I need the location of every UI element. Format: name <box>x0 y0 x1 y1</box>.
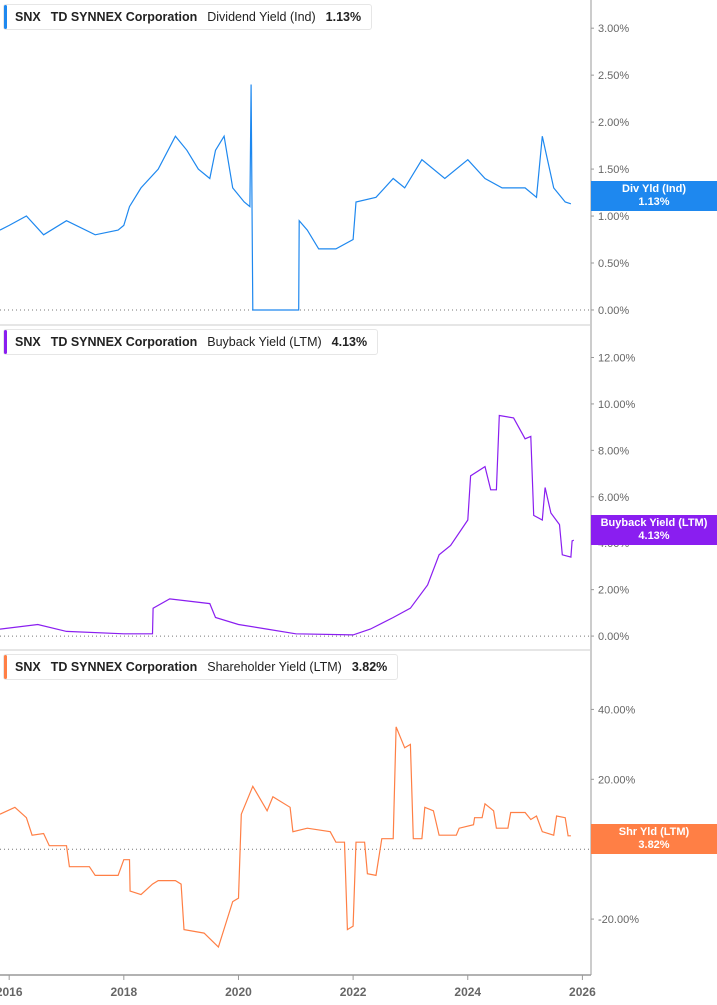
legend-shareholder: SNX TD SYNNEX Corporation Shareholder Yi… <box>3 654 399 680</box>
current-value-badge-dividend: Div Yld (Ind) 1.13% <box>591 181 717 211</box>
y-tick-label: 2.00% <box>598 585 629 597</box>
x-tick-label: 2018 <box>110 985 137 999</box>
badge-value: 3.82% <box>638 839 670 851</box>
x-tick-label: 2026 <box>569 985 596 999</box>
legend-value: 4.13% <box>331 335 368 349</box>
y-tick-label: -20.00% <box>598 914 639 926</box>
y-tick-label: 1.00% <box>598 211 629 223</box>
series-color-swatch <box>4 5 7 29</box>
current-value-badge-shareholder: Shr Yld (LTM) 3.82% <box>591 824 717 854</box>
current-value-badge-buyback: Buyback Yield (LTM) 4.13% <box>591 515 717 545</box>
legend-metric: Buyback Yield (LTM) <box>207 335 322 349</box>
legend-metric: Dividend Yield (Ind) <box>207 10 316 24</box>
y-tick-label: 1.50% <box>598 164 629 176</box>
series-color-swatch <box>4 330 7 354</box>
x-tick-label: 2022 <box>340 985 367 999</box>
legend-buyback: SNX TD SYNNEX Corporation Buyback Yield … <box>3 329 379 355</box>
badge-value: 1.13% <box>638 196 670 208</box>
legend-ticker: SNX <box>15 335 41 349</box>
badge-label: Buyback Yield (LTM) <box>600 517 708 529</box>
legend-value: 3.82% <box>351 660 388 674</box>
legend-value: 1.13% <box>325 10 362 24</box>
legend-ticker: SNX <box>15 10 41 24</box>
y-tick-label: 8.00% <box>598 445 629 457</box>
x-tick-label: 2016 <box>0 985 23 999</box>
y-tick-label: 0.00% <box>598 305 629 317</box>
y-tick-label: 0.50% <box>598 258 629 270</box>
legend-company: TD SYNNEX Corporation <box>50 335 198 349</box>
y-tick-label: 6.00% <box>598 492 629 504</box>
badge-value: 4.13% <box>638 530 670 542</box>
x-tick-label: 2024 <box>454 985 481 999</box>
series-line <box>0 414 575 636</box>
series-color-swatch <box>4 655 7 679</box>
y-tick-label: 2.50% <box>598 70 629 82</box>
legend-ticker: SNX <box>15 660 41 674</box>
legend-company: TD SYNNEX Corporation <box>50 660 198 674</box>
y-tick-label: 2.00% <box>598 117 629 129</box>
y-tick-label: 0.00% <box>598 631 629 643</box>
legend-metric: Shareholder Yield (LTM) <box>207 660 342 674</box>
y-tick-label: 20.00% <box>598 774 636 786</box>
series-line <box>0 84 572 311</box>
badge-label: Div Yld (Ind) <box>622 183 686 195</box>
series-line <box>0 726 571 949</box>
badge-label: Shr Yld (LTM) <box>618 826 690 838</box>
legend-company: TD SYNNEX Corporation <box>50 10 198 24</box>
y-tick-label: 12.00% <box>598 353 636 365</box>
x-tick-label: 2020 <box>225 985 252 999</box>
legend-dividend: SNX TD SYNNEX Corporation Dividend Yield… <box>3 4 373 30</box>
y-tick-label: 10.00% <box>598 399 636 411</box>
y-tick-label: 40.00% <box>598 704 636 716</box>
y-tick-label: 3.00% <box>598 23 629 35</box>
